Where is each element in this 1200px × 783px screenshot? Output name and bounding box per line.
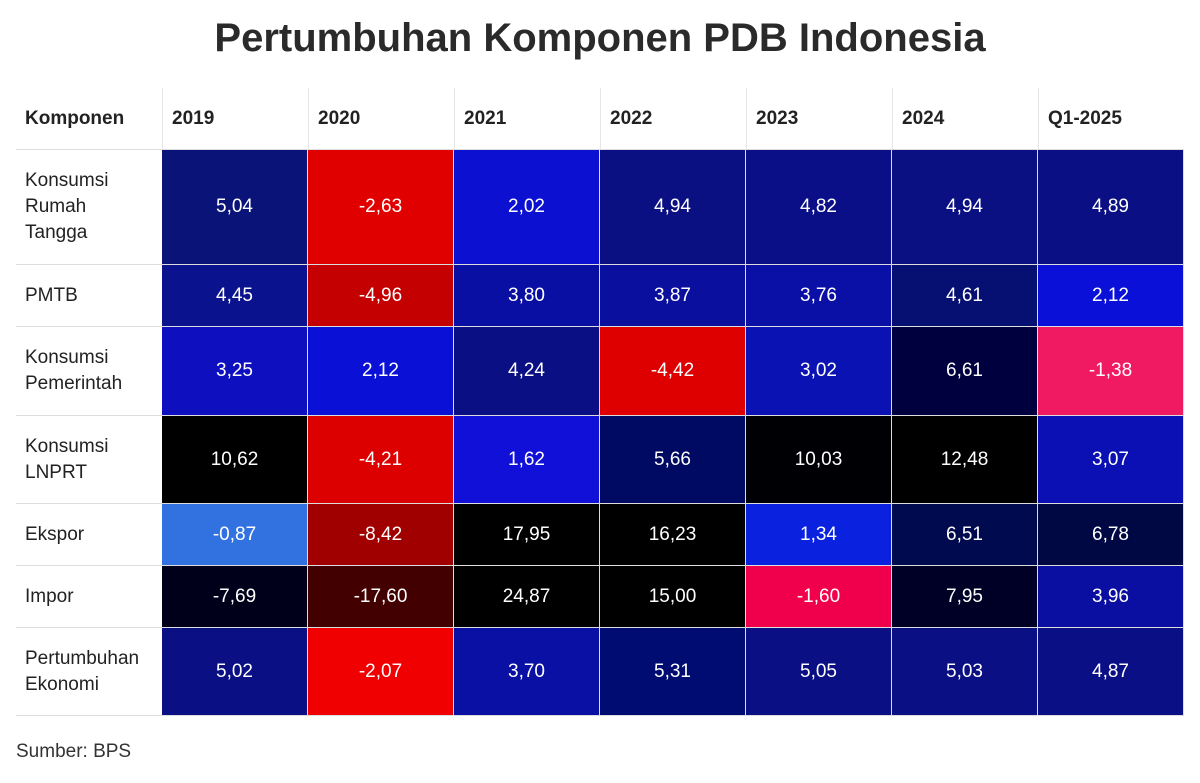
- table-cell: -17,60: [308, 566, 454, 628]
- table-cell: 1,62: [454, 416, 600, 504]
- table-cell: -0,87: [162, 504, 308, 566]
- table-cell: -2,07: [308, 628, 454, 716]
- row-label: Ekspor: [16, 504, 162, 566]
- table-cell: 2,12: [308, 327, 454, 416]
- table-cell: 4,45: [162, 265, 308, 327]
- table-cell: -2,63: [308, 150, 454, 265]
- column-header: Komponen: [16, 88, 162, 150]
- table-cell: 2,12: [1038, 265, 1184, 327]
- row-label: PMTB: [16, 265, 162, 327]
- table-cell: 5,05: [746, 628, 892, 716]
- table-cell: 3,25: [162, 327, 308, 416]
- title: Pertumbuhan Komponen PDB Indonesia: [214, 16, 986, 60]
- column-header: 2019: [162, 88, 308, 150]
- table-cell: 10,62: [162, 416, 308, 504]
- table-cell: 4,89: [1038, 150, 1184, 265]
- table-cell: 5,03: [892, 628, 1038, 716]
- table-cell: -8,42: [308, 504, 454, 566]
- table-cell: 3,07: [1038, 416, 1184, 504]
- table-cell: 5,02: [162, 628, 308, 716]
- row-label: Impor: [16, 566, 162, 628]
- table-cell: 3,96: [1038, 566, 1184, 628]
- data-table: Komponen 2019 2020 2021 2022 2023 2024 Q1-2025 K…: [16, 88, 1184, 716]
- table-cell: 4,94: [892, 150, 1038, 265]
- source-note: Sumber: BPS: [16, 741, 132, 762]
- table-cell: 3,87: [600, 265, 746, 327]
- table-cell: 4,24: [454, 327, 600, 416]
- row-label: Konsumsi LNPRT: [16, 416, 162, 504]
- table-cell: 5,04: [162, 150, 308, 265]
- table-cell: -1,60: [746, 566, 892, 628]
- table-cell: 4,94: [600, 150, 746, 265]
- table-cell: 24,87: [454, 566, 600, 628]
- table-cell: 17,95: [454, 504, 600, 566]
- table-cell: 5,31: [600, 628, 746, 716]
- table-cell: 15,00: [600, 566, 746, 628]
- row-label: Konsumsi Rumah Tangga: [16, 150, 162, 265]
- table-cell: 3,76: [746, 265, 892, 327]
- column-header: 2023: [746, 88, 892, 150]
- table-cell: 4,82: [746, 150, 892, 265]
- column-header: 2024: [892, 88, 1038, 150]
- table-cell: -4,21: [308, 416, 454, 504]
- column-header: 2020: [308, 88, 454, 150]
- table-cell: 3,70: [454, 628, 600, 716]
- table-cell: 7,95: [892, 566, 1038, 628]
- table-cell: -4,96: [308, 265, 454, 327]
- column-header: Q1-2025: [1038, 88, 1184, 150]
- table-cell: 6,78: [1038, 504, 1184, 566]
- row-label: Konsumsi Pemerintah: [16, 327, 162, 416]
- table-cell: 10,03: [746, 416, 892, 504]
- table-cell: -7,69: [162, 566, 308, 628]
- table-cell: -4,42: [600, 327, 746, 416]
- table-cell: -1,38: [1038, 327, 1184, 416]
- table-cell: 2,02: [454, 150, 600, 265]
- table-cell: 3,02: [746, 327, 892, 416]
- table-cell: 12,48: [892, 416, 1038, 504]
- column-header: 2021: [454, 88, 600, 150]
- table-cell: 1,34: [746, 504, 892, 566]
- table-cell: 4,87: [1038, 628, 1184, 716]
- table-cell: 4,61: [892, 265, 1038, 327]
- table-cell: 5,66: [600, 416, 746, 504]
- table-cell: 6,51: [892, 504, 1038, 566]
- row-label: Pertumbuhan Ekonomi: [16, 628, 162, 716]
- table-cell: 16,23: [600, 504, 746, 566]
- table-cell: 3,80: [454, 265, 600, 327]
- column-header: 2022: [600, 88, 746, 150]
- table-cell: 6,61: [892, 327, 1038, 416]
